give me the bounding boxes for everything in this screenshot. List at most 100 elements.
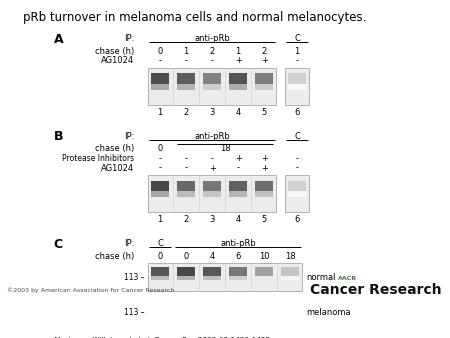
- Text: 1: 1: [184, 47, 189, 55]
- Bar: [281, 302, 299, 311]
- Text: ©2003 by American Association for Cancer Research: ©2003 by American Association for Cancer…: [7, 288, 174, 293]
- Text: 5: 5: [261, 108, 267, 117]
- Text: chase (h): chase (h): [95, 47, 134, 55]
- Text: +: +: [235, 154, 242, 163]
- Bar: [285, 68, 310, 105]
- Text: 1: 1: [235, 47, 241, 55]
- Text: normal: normal: [306, 273, 335, 282]
- Bar: [151, 73, 169, 83]
- Bar: [177, 73, 195, 83]
- Text: 0: 0: [158, 251, 163, 261]
- Bar: [255, 267, 273, 276]
- Bar: [281, 276, 299, 281]
- Bar: [255, 276, 273, 281]
- Text: 3: 3: [209, 215, 215, 224]
- Text: C: C: [294, 132, 300, 141]
- Text: 4: 4: [210, 251, 215, 261]
- Text: -: -: [211, 56, 214, 65]
- Text: +: +: [235, 56, 242, 65]
- Bar: [203, 302, 221, 311]
- Text: +: +: [261, 56, 268, 65]
- Bar: [229, 181, 247, 191]
- Bar: [281, 267, 299, 276]
- Text: 5: 5: [261, 215, 267, 224]
- Text: 0: 0: [158, 47, 163, 55]
- Bar: [177, 311, 195, 316]
- Bar: [151, 311, 169, 316]
- Bar: [255, 311, 273, 316]
- Bar: [203, 83, 221, 90]
- Bar: [255, 83, 273, 90]
- Text: 113 –: 113 –: [124, 308, 144, 317]
- Text: +: +: [209, 164, 216, 172]
- Bar: [229, 73, 247, 83]
- Bar: [148, 175, 276, 212]
- Text: -: -: [159, 154, 162, 163]
- Text: C: C: [157, 239, 163, 248]
- Text: 2: 2: [210, 47, 215, 55]
- Bar: [148, 263, 302, 291]
- Text: -: -: [159, 56, 162, 65]
- Text: -: -: [296, 154, 298, 163]
- Text: C: C: [54, 238, 63, 250]
- Text: C: C: [294, 34, 300, 43]
- Bar: [255, 181, 273, 191]
- Text: -: -: [296, 164, 298, 172]
- Text: +: +: [261, 154, 268, 163]
- Bar: [203, 191, 221, 197]
- Text: 18: 18: [220, 144, 230, 153]
- Bar: [177, 302, 195, 311]
- Bar: [255, 302, 273, 311]
- Text: 1: 1: [158, 215, 163, 224]
- Bar: [288, 191, 306, 197]
- Bar: [229, 302, 247, 311]
- Text: -: -: [184, 56, 188, 65]
- Bar: [148, 68, 276, 105]
- Bar: [177, 276, 195, 281]
- Text: 2: 2: [184, 108, 189, 117]
- Text: 6: 6: [235, 251, 241, 261]
- Bar: [288, 83, 306, 90]
- Text: 113 –: 113 –: [124, 273, 144, 282]
- Bar: [255, 191, 273, 197]
- Bar: [177, 267, 195, 276]
- Text: melanoma: melanoma: [306, 308, 351, 317]
- Text: 10: 10: [259, 251, 270, 261]
- Text: chase (h): chase (h): [95, 144, 134, 153]
- Bar: [288, 181, 306, 191]
- Text: -: -: [237, 164, 240, 172]
- Bar: [203, 267, 221, 276]
- Text: Protease Inhibitors: Protease Inhibitors: [62, 154, 134, 163]
- Text: -: -: [159, 164, 162, 172]
- Bar: [203, 73, 221, 83]
- Text: 0: 0: [184, 251, 189, 261]
- Bar: [151, 83, 169, 90]
- Bar: [203, 276, 221, 281]
- Text: anti-pRb: anti-pRb: [194, 34, 230, 43]
- Text: -: -: [184, 154, 188, 163]
- Text: B: B: [54, 130, 63, 143]
- Text: 6: 6: [294, 215, 300, 224]
- Bar: [285, 175, 310, 212]
- Bar: [203, 181, 221, 191]
- Text: 2: 2: [184, 215, 189, 224]
- Text: -: -: [211, 154, 214, 163]
- Text: IP:: IP:: [124, 34, 134, 43]
- Bar: [148, 298, 302, 327]
- Text: 1: 1: [158, 108, 163, 117]
- Text: -: -: [184, 164, 188, 172]
- Bar: [255, 73, 273, 83]
- Text: AG1024: AG1024: [101, 164, 134, 172]
- Bar: [281, 311, 299, 316]
- Bar: [151, 191, 169, 197]
- Bar: [177, 191, 195, 197]
- Bar: [203, 311, 221, 316]
- Text: 4: 4: [235, 215, 241, 224]
- Text: 3: 3: [209, 108, 215, 117]
- Bar: [151, 302, 169, 311]
- Bar: [177, 83, 195, 90]
- Text: A: A: [54, 32, 63, 46]
- Text: pRb turnover in melanoma cells and normal melanocytes.: pRb turnover in melanoma cells and norma…: [23, 10, 366, 24]
- Bar: [288, 73, 306, 83]
- Bar: [229, 83, 247, 90]
